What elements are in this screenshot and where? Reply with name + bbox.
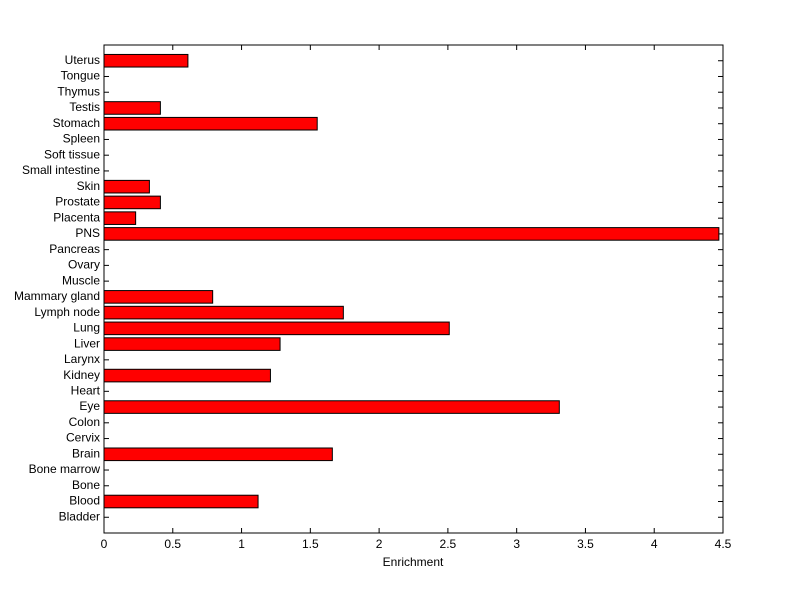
y-tick-label: Liver (74, 336, 100, 350)
y-tick-label: Placenta (53, 210, 100, 224)
bar (103, 447, 333, 462)
x-tick-label: 1.5 (302, 537, 319, 551)
y-tick-label: Bone marrow (29, 462, 101, 476)
y-tick-label: Muscle (62, 273, 100, 287)
bar (103, 179, 150, 194)
bar (103, 494, 259, 509)
bar (103, 337, 281, 351)
y-tick-label: Skin (77, 179, 100, 193)
y-tick-label: Kidney (63, 368, 100, 382)
y-tick-label: Colon (69, 415, 100, 429)
bar (103, 53, 189, 68)
x-tick-label: 3 (513, 537, 520, 551)
bar (103, 305, 344, 320)
bar (103, 290, 214, 304)
y-tick-label: Mammary gland (14, 289, 100, 303)
y-tick-label: Heart (71, 383, 101, 397)
x-tick-label: 1 (238, 537, 245, 551)
bar (103, 195, 161, 210)
x-tick-label: 4.5 (715, 537, 732, 551)
y-tick-label: Bladder (59, 509, 100, 523)
y-tick-label: Blood (69, 494, 100, 508)
y-tick-label: Testis (69, 100, 100, 114)
y-tick-label: Prostate (55, 195, 100, 209)
y-tick-label: Lung (73, 321, 100, 335)
y-tick-label: Pancreas (49, 242, 100, 256)
y-tick-label: Tongue (61, 69, 101, 83)
bar (103, 227, 720, 241)
y-tick-label: Cervix (66, 431, 100, 445)
y-tick-label: PNS (75, 226, 100, 240)
y-tick-label: Spleen (63, 132, 100, 146)
y-tick-label: Ovary (68, 258, 100, 272)
y-tick-label: Soft tissue (44, 147, 100, 161)
x-tick-label: 4 (651, 537, 658, 551)
x-tick-label: 2.5 (440, 537, 457, 551)
y-tick-label: Small intestine (22, 163, 100, 177)
x-tick-label: 3.5 (577, 537, 594, 551)
bar (103, 116, 318, 131)
y-tick-label: Brain (72, 446, 100, 460)
y-tick-label: Eye (79, 399, 100, 413)
y-tick-label: Uterus (65, 53, 100, 67)
bar (103, 211, 137, 225)
x-tick-label: 0.5 (164, 537, 181, 551)
bar (103, 321, 450, 336)
y-tick-label: Stomach (53, 116, 100, 130)
y-tick-label: Larynx (64, 352, 100, 366)
x-axis-label: Enrichment (383, 555, 444, 569)
x-tick-label: 0 (101, 537, 108, 551)
bar (103, 400, 560, 414)
bar (103, 368, 271, 383)
x-tick-label: 2 (376, 537, 383, 551)
y-tick-label: Thymus (57, 84, 100, 98)
y-tick-label: Bone (72, 478, 100, 492)
bar (103, 101, 161, 115)
y-tick-label: Lymph node (34, 305, 100, 319)
